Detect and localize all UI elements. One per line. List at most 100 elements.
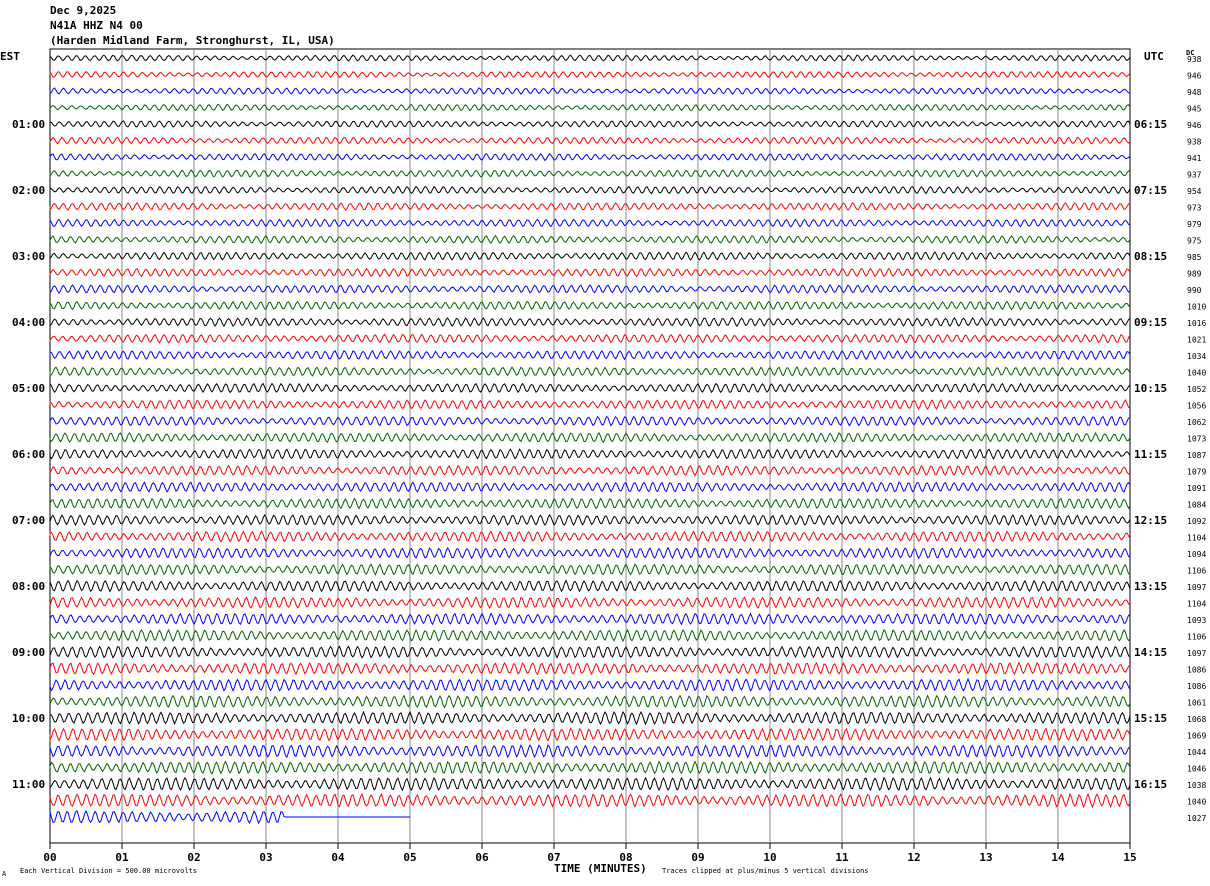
x-tick-label: 03: [259, 851, 272, 864]
dc-offset-label: 1091: [1187, 484, 1206, 493]
dc-offset-label: 1056: [1187, 402, 1206, 411]
utc-hour-label: 16:15: [1134, 778, 1167, 791]
seismic-trace: [49, 251, 1131, 261]
x-tick-label: 01: [115, 851, 129, 864]
seismic-trace: [49, 464, 1131, 477]
utc-hour-label: 15:15: [1134, 712, 1167, 725]
seismic-trace: [49, 234, 1131, 244]
est-hour-label: 07:00: [12, 514, 45, 527]
seismic-trace: [49, 497, 1131, 510]
record-date: Dec 9,2025: [50, 4, 117, 17]
seismic-trace: [49, 87, 1131, 95]
x-tick-label: 12: [907, 851, 920, 864]
seismic-trace: [49, 218, 1131, 228]
seismic-trace: [49, 431, 1131, 444]
seismic-trace: [49, 628, 1131, 643]
est-hour-label: 02:00: [12, 184, 45, 197]
seismic-trace: [49, 70, 1131, 79]
est-hour-label: 10:00: [12, 712, 45, 725]
seismic-trace: [49, 645, 1131, 659]
clip-note: Traces clipped at plus/minus 5 vertical …: [662, 867, 869, 875]
seismic-trace: [49, 300, 1131, 311]
x-tick-label: 00: [43, 851, 56, 864]
dc-offset-label: 979: [1187, 220, 1202, 229]
x-tick-label: 04: [331, 851, 345, 864]
x-tick-label: 08: [619, 851, 632, 864]
dc-offset-label: 1068: [1187, 715, 1206, 724]
dc-offset-label: 985: [1187, 253, 1202, 262]
dc-offset-label: 1046: [1187, 765, 1206, 774]
seismic-trace: [49, 776, 1131, 792]
corner-mark: A: [2, 870, 7, 878]
seismic-trace: [49, 727, 1131, 742]
dc-offset-label: 1086: [1187, 666, 1206, 675]
x-tick-label: 07: [547, 851, 560, 864]
dc-offset-label: 1021: [1187, 336, 1206, 345]
dc-offset-label: 1069: [1187, 732, 1206, 741]
seismic-trace: [49, 349, 1131, 361]
dc-header-label: DC: [1186, 49, 1195, 57]
dc-offset-label: 1034: [1187, 352, 1206, 361]
seismic-trace: [49, 103, 1131, 112]
dc-offset-label: 1079: [1187, 468, 1206, 477]
seismic-trace: [49, 448, 1131, 460]
utc-hour-label: 10:15: [1134, 382, 1167, 395]
seismic-trace: [49, 595, 1131, 609]
x-tick-label: 06: [475, 851, 489, 864]
utc-hour-label: 06:15: [1134, 118, 1167, 131]
dc-offset-label: 938: [1187, 55, 1202, 64]
seismic-trace: [49, 202, 1131, 211]
dc-offset-label: 945: [1187, 105, 1202, 114]
seismic-trace: [49, 792, 1131, 809]
utc-hour-label: 11:15: [1134, 448, 1167, 461]
est-hour-label: 05:00: [12, 382, 45, 395]
est-hour-label: 08:00: [12, 580, 45, 593]
seismic-trace: [49, 677, 1131, 692]
dc-offset-label: 1040: [1187, 369, 1206, 378]
est-hour-label: 04:00: [12, 316, 45, 329]
seismic-trace: [49, 283, 1131, 295]
left-timezone-label: EST: [0, 50, 20, 63]
seismic-trace: [49, 399, 1131, 410]
seismic-trace: [49, 530, 1131, 543]
x-tick-label: 15: [1123, 851, 1136, 864]
utc-hour-label: 12:15: [1134, 514, 1167, 527]
seismic-trace: [49, 760, 1131, 775]
utc-hour-label: 09:15: [1134, 316, 1167, 329]
dc-offset-label: 1052: [1187, 385, 1206, 394]
seismic-trace: [49, 563, 1131, 576]
seismic-trace: [49, 546, 1131, 560]
x-tick-label: 11: [835, 851, 849, 864]
seismic-trace: [49, 513, 1131, 527]
channel-code: N41A HHZ N4 00: [50, 19, 143, 32]
seismic-trace: [49, 185, 1131, 195]
dc-offset-label: 975: [1187, 237, 1202, 246]
seismic-trace: [49, 743, 1130, 759]
dc-offset-label: 1062: [1187, 418, 1206, 427]
seismic-trace: [49, 710, 1131, 726]
x-tick-label: 09: [691, 851, 704, 864]
seismic-trace: [49, 382, 1131, 394]
dc-offset-label: 973: [1187, 204, 1202, 213]
seismic-trace: [49, 579, 1131, 593]
seismic-trace: [49, 366, 1131, 377]
dc-offset-label: 1104: [1187, 600, 1206, 609]
seismic-trace: [49, 169, 1131, 178]
dc-offset-label: 1027: [1187, 814, 1206, 823]
x-tick-label: 02: [187, 851, 200, 864]
dc-offset-label: 1038: [1187, 781, 1206, 790]
utc-hour-label: 14:15: [1134, 646, 1167, 659]
utc-hour-label: 08:15: [1134, 250, 1167, 263]
x-tick-label: 05: [403, 851, 416, 864]
dc-offset-label: 1106: [1187, 567, 1206, 576]
dc-offset-label: 990: [1187, 286, 1202, 295]
dc-offset-label: 1092: [1187, 517, 1206, 526]
est-hour-label: 01:00: [12, 118, 45, 131]
dc-offset-label: 1087: [1187, 451, 1206, 460]
dc-offset-label: 941: [1187, 154, 1202, 163]
plot-frame: [49, 48, 1131, 844]
est-hour-label: 03:00: [12, 250, 45, 263]
scale-note: Each Vertical Division = 500.00 microvol…: [20, 867, 198, 875]
dc-offset-label: 1106: [1187, 633, 1206, 642]
